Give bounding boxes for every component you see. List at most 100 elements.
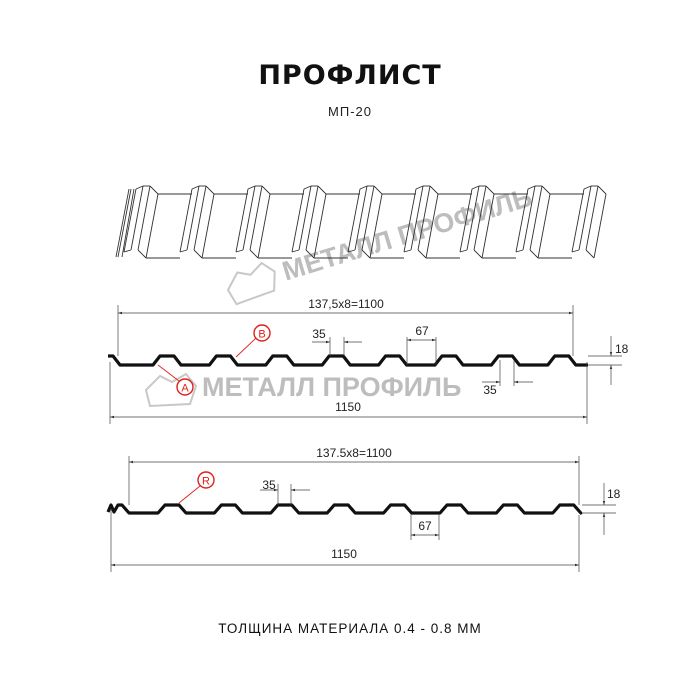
sheet-edge (145, 193, 159, 259)
sheet-edge (298, 185, 312, 251)
height-label: 18 (607, 487, 621, 501)
sheet-edge (571, 188, 585, 253)
sheet-edge (186, 185, 200, 251)
sheet-edge (137, 185, 151, 251)
sheet-edge (403, 249, 412, 253)
sheet-edge (205, 185, 215, 195)
sheet-edge (459, 188, 473, 253)
sheet-edge (291, 249, 300, 253)
sheet-edge (425, 193, 439, 259)
sheet-edge (585, 249, 595, 259)
sheet-edge (529, 249, 539, 259)
sheet-edge (369, 193, 383, 259)
sheet-edge (317, 185, 327, 195)
trough-label: 67 (415, 324, 429, 338)
sheet-edge (571, 249, 580, 253)
rib-top-label: 35 (312, 327, 326, 341)
profile-2-shape (106, 503, 583, 515)
sheet-edge (473, 249, 483, 259)
sheet-edge (130, 185, 144, 251)
sheet-edge (537, 193, 551, 259)
model-subtitle: МП-20 (328, 104, 372, 119)
sheet-edge (410, 185, 424, 251)
watermark-1: МЕТАЛЛ ПРОФИЛЬ (226, 182, 536, 306)
sheet-edge (578, 185, 592, 251)
sheet-edge (515, 188, 529, 253)
sheet-edge (522, 185, 536, 251)
sheet-edge (121, 188, 135, 258)
watermark-text: МЕТАЛЛ ПРОФИЛЬ (202, 372, 461, 402)
sheet-edge (313, 193, 327, 259)
height-label: 18 (615, 342, 629, 356)
sheet-edge (415, 185, 424, 190)
sheet-edge (179, 188, 193, 253)
marker-r (197, 471, 215, 489)
sheet-edge (242, 185, 256, 251)
profile-2: 137.5x8=1100 1150 35 67 18 R (106, 446, 621, 572)
sheet-edge (303, 185, 312, 190)
logo-icon (226, 261, 276, 306)
sheet-edge (193, 185, 207, 251)
material-thickness-note: ТОЛЩИНА МАТЕРИАЛА 0.4 - 0.8 ММ (218, 621, 482, 636)
sheet-edge (473, 185, 487, 251)
sheet-edge (354, 185, 368, 251)
sheet-edge (529, 185, 543, 251)
rib-top-label: 35 (262, 478, 276, 492)
sheet-edge (403, 188, 417, 253)
sheet-edge (135, 185, 144, 190)
sheet-edge (115, 188, 130, 258)
sheet-edge (373, 185, 383, 195)
sheet-edge (527, 185, 536, 190)
marker-b-label: B (258, 329, 265, 341)
sheet-edge (347, 188, 361, 253)
sheet-edge (137, 249, 147, 259)
pitch-label: 137.5x8=1100 (316, 446, 392, 460)
sheet-edge (247, 185, 256, 190)
width-label: 1150 (335, 400, 361, 414)
marker-a (176, 378, 194, 396)
sheet-edge (485, 185, 495, 195)
sheet-edge (593, 193, 607, 259)
sheet-edge (597, 185, 607, 195)
sheet-edge (515, 249, 524, 253)
sheet-edge (347, 249, 356, 253)
sheet-edge (257, 193, 271, 259)
sheet-edge (361, 185, 375, 251)
sheet-edge (191, 185, 200, 190)
sheet-edge (541, 185, 551, 195)
sheet-edge (249, 185, 263, 251)
sheet-edge (193, 249, 203, 259)
page-title: ПРОФЛИСТ (258, 60, 442, 91)
sheet-edge (361, 249, 371, 259)
profile-1: 137,5x8=1100 1150 35 67 35 18 A B (108, 297, 629, 424)
sheet-edge (305, 185, 319, 251)
sheet-edge (123, 188, 137, 253)
marker-b (253, 324, 271, 342)
sheet-edge (459, 249, 468, 253)
profile-1-shape (108, 354, 588, 367)
sheet-edge (305, 249, 315, 259)
marker-a-label: A (181, 383, 189, 395)
sheet-edge (235, 249, 244, 253)
sheet-edge (471, 185, 480, 190)
sheet-edge (481, 193, 495, 259)
sheet-edge (123, 249, 132, 253)
sheet-edge (249, 249, 259, 259)
sheet-edge (583, 185, 592, 190)
rib-bottom-label: 35 (483, 383, 497, 397)
sheet-edge (359, 185, 368, 190)
sheet-edge (149, 185, 159, 195)
sheet-edge (585, 185, 599, 251)
sheet-edge (291, 188, 305, 253)
pitch-label: 137,5x8=1100 (308, 297, 384, 311)
sheet-edge (179, 249, 188, 253)
logo-icon (144, 372, 198, 408)
sheet-edge (417, 249, 427, 259)
sheet-edge (201, 193, 215, 259)
sheet-edge (261, 185, 271, 195)
sheet-edge (235, 188, 249, 253)
width-label: 1150 (331, 547, 357, 561)
sheet-edge (429, 185, 439, 195)
sheet-edge (466, 185, 480, 251)
